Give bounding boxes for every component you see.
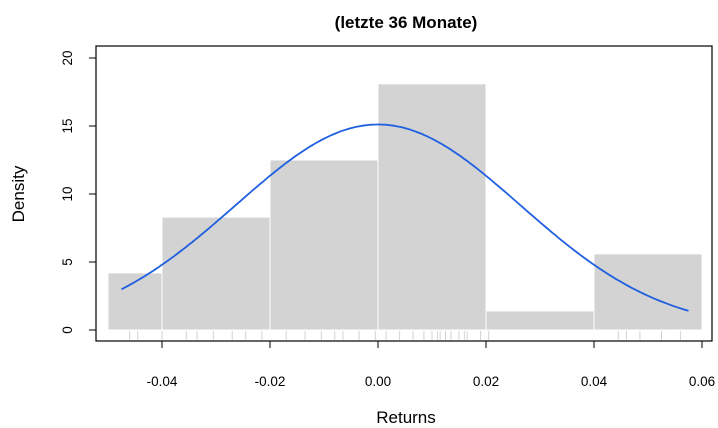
- histogram-bar: [269, 159, 379, 331]
- x-tick-label: 0.00: [365, 374, 391, 389]
- x-tick-label: -0.02: [255, 374, 286, 389]
- y-tick-label: 5: [60, 258, 75, 266]
- y-tick-label: 20: [60, 50, 75, 65]
- bars-group: [107, 83, 703, 331]
- histogram-bar: [593, 253, 703, 331]
- y-axis: 0 5 10 15 20: [60, 50, 96, 334]
- y-axis-label: Density: [9, 165, 28, 222]
- x-tick-label: -0.04: [147, 374, 178, 389]
- x-axis: -0.04 -0.02 0.00 0.02 0.04 0.06: [147, 341, 715, 389]
- rug-group: [129, 331, 681, 340]
- x-axis-label: Returns: [376, 408, 436, 427]
- histogram-bar: [485, 310, 595, 331]
- y-tick-label: 0: [60, 326, 75, 334]
- x-tick-label: 0.06: [689, 374, 715, 389]
- y-tick-label: 10: [60, 186, 75, 201]
- histogram-bar: [377, 83, 487, 331]
- normal-curve: [121, 123, 689, 312]
- chart-title: (letzte 36 Monate): [335, 13, 478, 32]
- x-tick-label: 0.04: [581, 374, 608, 389]
- x-tick-label: 0.02: [473, 374, 499, 389]
- histogram-bar: [161, 216, 271, 331]
- y-tick-label: 15: [60, 118, 75, 133]
